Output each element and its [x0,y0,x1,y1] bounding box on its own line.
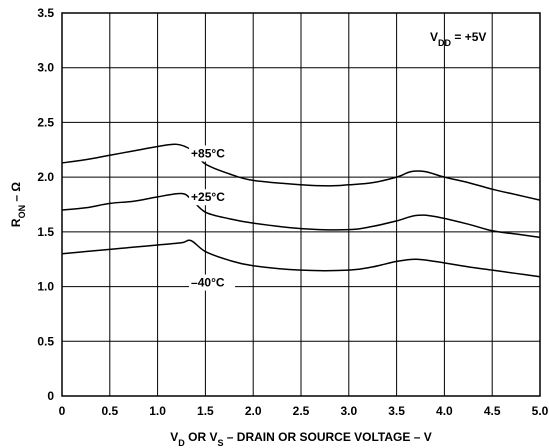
y-tick-label: 2.0 [37,170,54,184]
y-tick-label: 2.5 [37,115,54,129]
x-tick-label: 1.0 [149,404,166,418]
x-tick-label: 0.5 [101,404,118,418]
x-axis-title: VD OR VS – DRAIN OR SOURCE VOLTAGE – V [170,430,431,448]
y-tick-label: 3.0 [37,61,54,75]
y-tick-label: 1.5 [37,225,54,239]
series-label-2: –40°C [191,276,225,290]
x-tick-label: 5.0 [532,404,549,418]
x-tick-label: 4.5 [484,404,501,418]
vdd-annotation: VDD = +5V [430,30,486,48]
series-label-bg [189,274,236,291]
x-tick-label: 0 [59,404,66,418]
series-line-2 [61,239,541,278]
x-tick-label: 3.0 [340,404,357,418]
x-tick-label: 1.5 [197,404,214,418]
series-line-0 [61,143,541,201]
y-tick-label: 0.5 [37,334,54,348]
series-label-1: +25°C [191,190,225,204]
series-label-0: +85°C [191,146,225,160]
series-label-bg [189,145,236,162]
series-labels: +85°C +25°C –40°C [189,145,236,291]
x-tick-label: 4.0 [436,404,453,418]
y-tick-label: 3.5 [37,6,54,20]
series-line-1 [61,192,541,239]
x-tick-labels: 0 0.5 1.0 1.5 2.0 2.5 3.0 3.5 4.0 4.5 5.0 [59,404,549,418]
y-axis-title: RON – Ω [9,182,27,228]
y-tick-labels: 0 0.5 1.0 1.5 2.0 2.5 3.0 3.5 [37,6,54,403]
grid [61,12,541,397]
x-tick-label: 2.5 [293,404,310,418]
x-tick-label: 2.0 [245,404,262,418]
series-lines [61,143,541,278]
series-label-bg [189,189,236,206]
x-tick-label: 3.5 [388,404,405,418]
plot-frame [61,12,541,397]
y-tick-label: 1.0 [37,280,54,294]
y-tick-label: 0 [47,389,54,403]
